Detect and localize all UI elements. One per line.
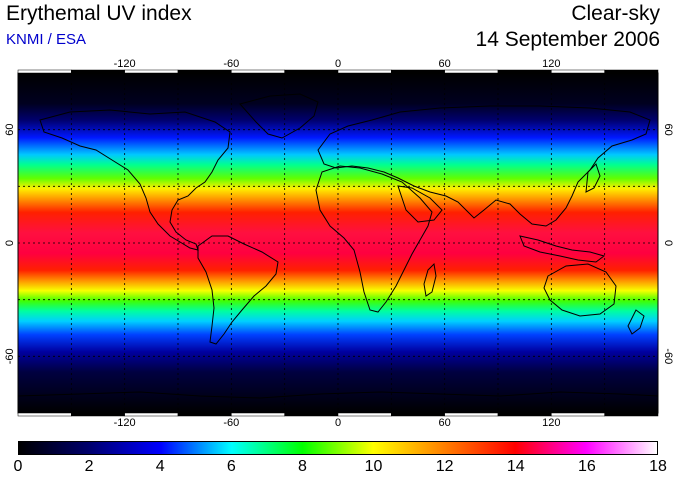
colorbar-tick-label: 0 — [13, 458, 23, 475]
sky-mode-label: Clear-sky — [571, 2, 660, 25]
frame-segment-top — [231, 69, 285, 74]
frame-segment-bottom — [284, 412, 339, 417]
longitude-labels: -120 -120 -60 -60 0 0 60 60 120 120 — [114, 58, 561, 429]
colorbar-tick-label: 4 — [155, 458, 165, 475]
frame-segment-top — [337, 69, 392, 74]
lon-tick-label-bottom: -60 — [223, 417, 239, 429]
lat-tick-label-right: 60 — [662, 124, 674, 136]
lon-tick-label-bottom: 60 — [439, 417, 451, 429]
coastline-new-zealand — [627, 309, 645, 335]
coastlines — [18, 93, 658, 399]
frame-segment-top — [124, 69, 179, 74]
colorbar-tick-label: 16 — [577, 458, 596, 475]
gridlines — [18, 73, 658, 413]
coastline-antarctica — [18, 391, 658, 399]
frame-segment-top — [284, 69, 339, 74]
frame-segment-bottom — [177, 412, 232, 417]
map-title: Erythemal UV index — [6, 2, 192, 25]
frame-segment-top — [71, 69, 125, 74]
frame-ticks — [17, 69, 659, 417]
frame-segment-bottom — [124, 412, 179, 417]
coastline-australia — [543, 263, 617, 317]
frame-segment-bottom — [391, 412, 445, 417]
coastline-arabia — [397, 185, 443, 223]
coastline-south-america — [197, 235, 279, 345]
lon-tick-label-top: 60 — [439, 58, 451, 70]
uv-index-map: -120 -120 -60 -60 0 0 60 60 120 120 60 60 0 0 -60 -60 — [4, 58, 674, 429]
coastline-north-america — [39, 109, 231, 251]
lon-tick-label-bottom: 0 — [335, 417, 341, 429]
frame-segment-bottom — [497, 412, 552, 417]
frame-segment-top — [604, 69, 659, 74]
colorbar-tick-label: 2 — [84, 458, 94, 475]
map-date: 14 September 2006 — [475, 28, 660, 51]
frame-segment-bottom — [551, 412, 605, 417]
lon-tick-label-bottom: -120 — [114, 417, 136, 429]
coastline-africa — [315, 165, 433, 313]
uv-colorbar — [18, 441, 658, 455]
latitude-labels: 60 60 0 0 -60 -60 — [4, 124, 674, 365]
lon-tick-label-top: -120 — [114, 58, 136, 70]
colorbar-tick-label: 12 — [435, 458, 454, 475]
colorbar-tick-label: 18 — [649, 458, 667, 475]
lat-tick-label-right: -60 — [662, 348, 674, 364]
frame-segment-bottom — [604, 412, 659, 417]
frame-segment-top — [391, 69, 445, 74]
lon-tick-label-top: -60 — [223, 58, 239, 70]
frame-segment-bottom — [337, 412, 392, 417]
frame-segment-bottom — [444, 412, 499, 417]
lat-tick-label-left: 60 — [4, 124, 16, 136]
frame-segment-top — [177, 69, 232, 74]
colorbar-tick-label: 10 — [364, 458, 383, 475]
frame-segment-top — [17, 69, 72, 74]
colorbar-tick-label: 14 — [506, 458, 525, 475]
coastline-japan — [585, 163, 601, 193]
frame-segment-bottom — [17, 412, 72, 417]
lat-tick-label-left: 0 — [4, 240, 16, 246]
coastline-eurasia — [317, 105, 651, 227]
colorbar-tick-label: 6 — [226, 458, 236, 475]
lon-tick-label-top: 0 — [335, 58, 341, 70]
frame-segment-top — [551, 69, 605, 74]
colorbar-tick-label: 8 — [297, 458, 307, 475]
lat-tick-label-right: 0 — [662, 240, 674, 246]
frame-segment-top — [444, 69, 499, 74]
coastline-madagascar — [423, 262, 437, 297]
frame-segment-bottom — [71, 412, 125, 417]
lon-tick-label-top: 120 — [542, 58, 560, 70]
lat-tick-label-left: -60 — [4, 348, 16, 364]
lon-tick-label-bottom: 120 — [542, 417, 560, 429]
map-subtitle: KNMI / ESA — [6, 31, 87, 48]
coastline-indonesia — [519, 235, 606, 263]
frame-segment-bottom — [231, 412, 285, 417]
frame-segment-top — [497, 69, 552, 74]
